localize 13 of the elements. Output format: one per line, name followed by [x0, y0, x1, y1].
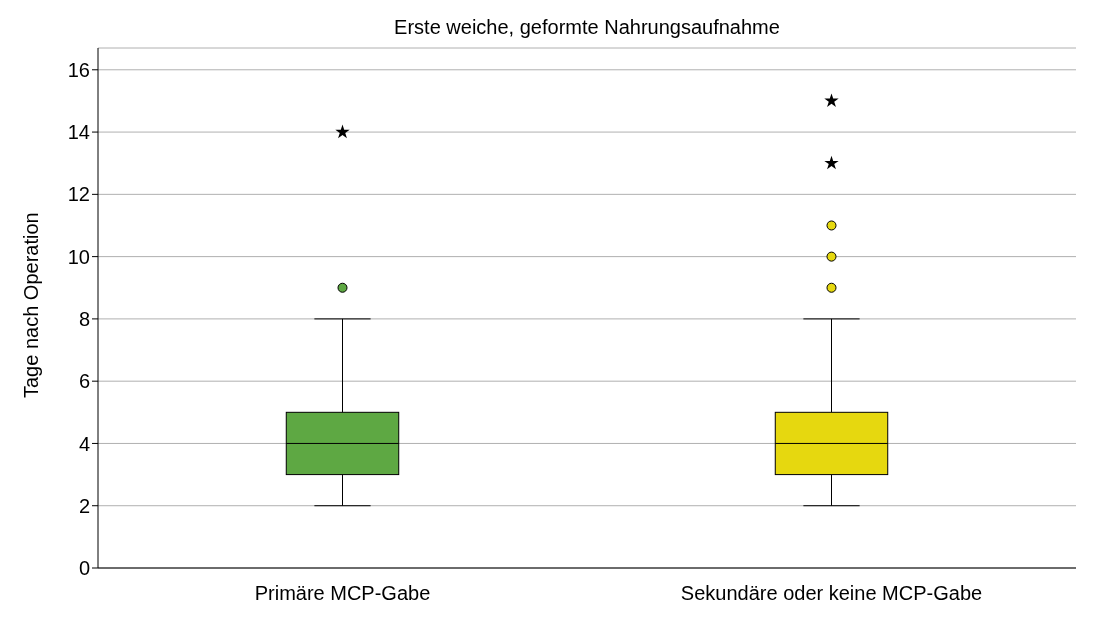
- x-tick-label: Primäre MCP-Gabe: [254, 582, 431, 605]
- y-tick-label: 4: [78, 432, 90, 455]
- x-tick-label: Sekundäre oder keine MCP-Gabe: [680, 582, 983, 605]
- chart-title: Erste weiche, geformte Nahrungsaufnahme: [393, 16, 781, 39]
- y-tick-label: 14: [67, 121, 90, 144]
- y-tick-label: 10: [67, 245, 90, 268]
- y-tick-label: 0: [78, 557, 90, 580]
- y-tick-label: 16: [67, 58, 90, 81]
- y-tick-label: 12: [67, 183, 90, 206]
- y-tick-label: 6: [78, 370, 90, 393]
- y-tick-label: 2: [78, 494, 90, 517]
- y-tick-label: 8: [78, 308, 90, 330]
- y-axis-title: Tage nach Operation: [20, 212, 43, 398]
